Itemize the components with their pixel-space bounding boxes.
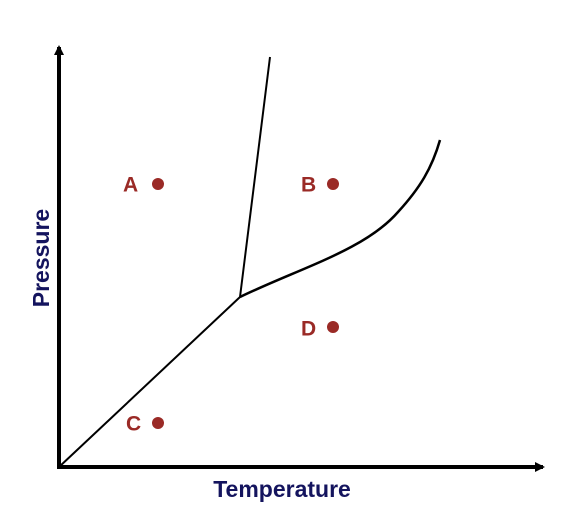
point-label: B: [301, 174, 316, 197]
point-label: C: [126, 413, 141, 436]
sublimation-curve: [58, 296, 241, 468]
x-axis-label: Temperature: [213, 476, 351, 502]
point-dot: [152, 417, 164, 429]
point-dot: [152, 178, 164, 190]
point-dot: [327, 321, 339, 333]
point-label: A: [123, 174, 138, 197]
melting-curve: [239, 56, 271, 298]
vaporization-curve: [239, 139, 442, 299]
point-label: D: [301, 318, 316, 341]
point-dot: [327, 178, 339, 190]
y-axis-label: Pressure: [28, 209, 54, 307]
